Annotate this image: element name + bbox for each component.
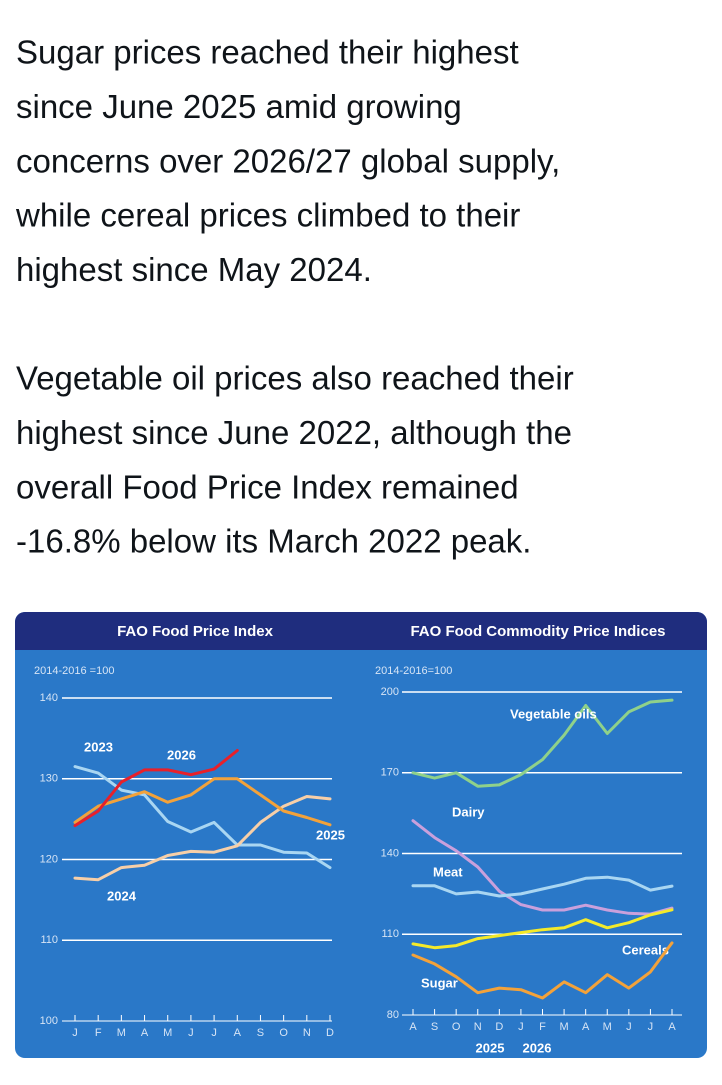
post-text-line: highest since June 2022, although the	[16, 414, 572, 451]
x-tick-label: M	[559, 1021, 568, 1033]
series-label: 2026	[167, 747, 196, 762]
y-tick-label: 110	[381, 928, 399, 940]
series-line	[73, 777, 332, 827]
chart-header	[15, 612, 707, 650]
x-tick-label: S	[257, 1027, 264, 1039]
x-tick-label: O	[279, 1027, 288, 1039]
x-tick-label: N	[474, 1021, 482, 1033]
series-label: Meat	[433, 864, 463, 879]
post-text-line: -16.8% below its March 2022 peak.	[16, 523, 531, 560]
x-tick-label: A	[234, 1027, 242, 1039]
series-label: Vegetable oils	[510, 706, 597, 721]
annotation: 2025	[476, 1040, 505, 1055]
x-tick-label: D	[326, 1027, 334, 1039]
x-tick-label: A	[582, 1021, 590, 1033]
x-tick-label: J	[626, 1021, 632, 1033]
series-label: Cereals	[622, 942, 669, 957]
y-tick-label: 80	[387, 1009, 399, 1021]
x-tick-label: M	[603, 1021, 612, 1033]
post-text-line: since June 2025 amid growing	[16, 88, 462, 125]
x-tick-label: D	[495, 1021, 503, 1033]
chart-subtitle: 2014-2016 =100	[34, 665, 114, 677]
annotation: 2026	[523, 1040, 552, 1055]
series-label: 2024	[107, 888, 137, 903]
y-tick-label: 100	[40, 1015, 58, 1027]
y-tick-label: 120	[40, 853, 58, 865]
post-text-line: while cereal prices climbed to their	[15, 197, 520, 234]
post-text-line: concerns over 2026/27 global supply,	[16, 142, 560, 179]
y-tick-label: 200	[381, 686, 399, 698]
post-text-line: highest since May 2024.	[16, 251, 372, 288]
x-tick-label: A	[409, 1021, 417, 1033]
x-tick-label: J	[188, 1027, 194, 1039]
x-tick-label: S	[431, 1021, 438, 1033]
x-tick-label: O	[452, 1021, 461, 1033]
x-tick-label: N	[303, 1027, 311, 1039]
chart-card	[15, 612, 707, 1058]
x-tick-label: J	[518, 1021, 524, 1033]
series-line	[73, 795, 332, 882]
series-line	[411, 875, 674, 898]
y-tick-label: 110	[40, 934, 58, 946]
x-tick-label: F	[95, 1027, 102, 1039]
series-label: Sugar	[421, 975, 458, 990]
post-text-line: Sugar prices reached their highest	[16, 34, 519, 71]
chart-title: FAO Food Price Index	[117, 623, 274, 640]
x-tick-label: F	[539, 1021, 546, 1033]
x-tick-label: M	[117, 1027, 126, 1039]
post-text-line: Vegetable oil prices also reached their	[16, 360, 574, 397]
y-tick-label: 170	[381, 767, 399, 779]
x-tick-label: J	[72, 1027, 78, 1039]
series-label: 2023	[84, 739, 113, 754]
y-tick-label: 140	[381, 847, 399, 859]
y-tick-label: 140	[40, 692, 58, 704]
series-line	[411, 698, 674, 788]
x-tick-label: M	[163, 1027, 172, 1039]
series-line	[411, 941, 674, 1000]
x-tick-label: J	[211, 1027, 217, 1039]
y-tick-label: 130	[40, 773, 58, 785]
x-tick-label: A	[668, 1021, 676, 1033]
chart-subtitle: 2014-2016=100	[375, 665, 452, 677]
chart-title: FAO Food Commodity Price Indices	[410, 623, 665, 640]
series-line	[411, 908, 674, 950]
series-label: 2025	[316, 827, 345, 842]
series-line	[411, 819, 674, 916]
series-line	[73, 749, 239, 828]
post-text-line: overall Food Price Index remained	[16, 468, 519, 505]
x-tick-label: J	[648, 1021, 654, 1033]
series-label: Dairy	[452, 804, 485, 819]
x-tick-label: A	[141, 1027, 149, 1039]
